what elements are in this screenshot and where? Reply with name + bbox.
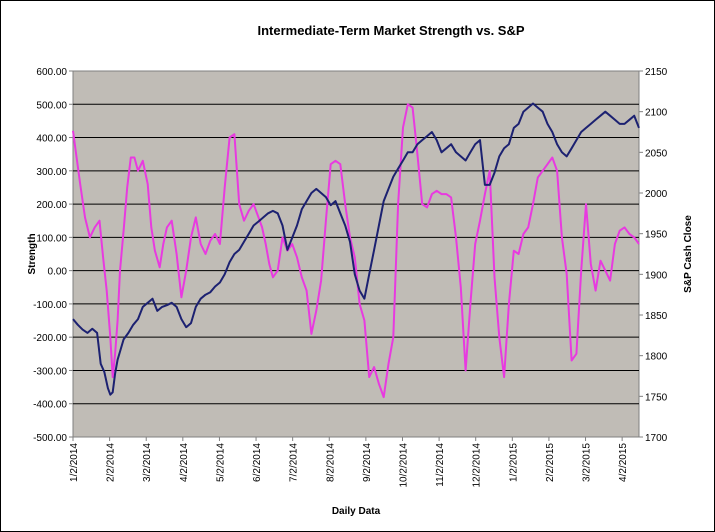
x-tick-label: 3/2/2014 [142,443,153,482]
y2-tick-label: 1950 [645,230,668,241]
y-axis-left-label: Strength [27,233,38,274]
x-tick-label: 7/2/2014 [289,443,300,482]
y-tick-label: 200.00 [36,200,67,211]
sp-close-series-line [72,102,640,396]
y-tick-label: -100.00 [33,300,67,311]
y2-tick-label: 1900 [645,270,668,281]
y-tick-label: 500.00 [36,100,67,111]
y2-tick-label: 1850 [645,311,668,322]
x-tick-label: 1/2/2014 [69,443,80,482]
plot-area [72,70,640,438]
strength-series-line [72,103,640,399]
y-tick-label: 400.00 [36,134,67,145]
y-tick-label: 300.00 [36,167,67,178]
y-tick-label: -500.00 [33,433,67,444]
y-tick-label: 0.00 [48,267,68,278]
y-axis-right-label: S&P Cash Close [683,215,694,293]
y-tick-label: 600.00 [36,67,67,78]
y2-tick-label: 1700 [645,433,668,444]
y2-tick-label: 1750 [645,392,668,403]
y2-tick-label: 1800 [645,352,668,363]
x-tick-label: 4/2/2015 [618,443,629,482]
y2-tick-label: 2100 [645,108,668,119]
x-tick-label: 5/2/2014 [215,443,226,482]
x-tick-label: 1/2/2015 [508,443,519,482]
x-tick-label: 2/2/2014 [106,443,117,482]
x-tick-label: 8/2/2014 [325,443,336,482]
x-axis-ticks: 1/2/2014 2/2/2014 3/2/2014 4/2/2014 5/2/2014… [69,437,629,488]
x-tick-label: 9/2/2014 [362,443,373,482]
y-tick-label: 100.00 [36,233,67,244]
x-tick-label: 11/2/2014 [435,443,446,487]
y-tick-label: -300.00 [33,366,67,377]
y-axis-left-ticks: 600.00 500.00 400.00 300.00 200.00 100.00 0.00… [33,67,73,444]
chart-title: Intermediate-Term Market Strength vs. S&… [257,23,524,38]
x-axis-label: Daily Data [332,506,381,517]
series-lines [72,102,640,399]
x-tick-label: 12/2/2014 [472,443,483,488]
y-axis-right-ticks: 2150 2100 2050 2000 1950 1900 1850 1800 1750 1700 [639,67,668,444]
x-tick-label: 10/2/2014 [398,443,409,488]
y2-tick-label: 2050 [645,148,668,159]
x-tick-label: 2/2/2015 [545,443,556,482]
y2-tick-label: 2150 [645,67,668,78]
y-tick-label: -400.00 [33,400,67,411]
x-tick-label: 6/2/2014 [252,443,263,482]
y-tick-label: -200.00 [33,333,67,344]
x-tick-label: 4/2/2014 [179,443,190,482]
y2-tick-label: 2000 [645,189,668,200]
x-tick-label: 3/2/2015 [582,443,593,482]
